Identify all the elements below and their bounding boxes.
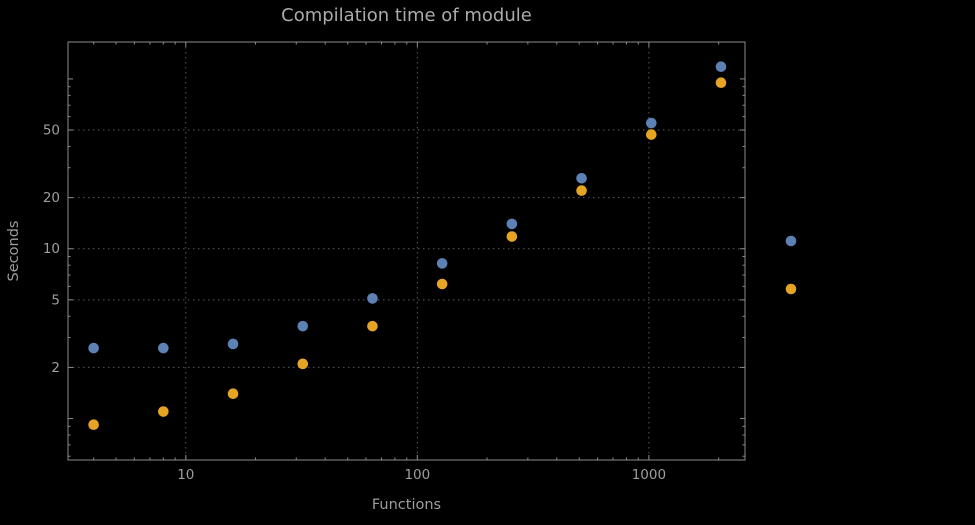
- data-point-orange: [576, 185, 587, 196]
- data-point-orange: [715, 77, 727, 89]
- data-point-blue: [715, 61, 727, 73]
- data-point-orange: [367, 320, 378, 332]
- data-point-blue: [158, 342, 169, 354]
- y-tick-label: 5: [51, 292, 60, 308]
- data-point-blue: [297, 320, 309, 332]
- y-tick-label: 10: [43, 241, 60, 257]
- data-point-orange: [88, 419, 99, 430]
- data-point-orange: [158, 406, 169, 417]
- legend-marker-orange: [785, 283, 797, 295]
- x-tick-label: 10: [177, 467, 194, 483]
- data-point-blue: [367, 293, 378, 304]
- y-tick-label: 2: [51, 360, 60, 376]
- data-point-blue: [576, 172, 587, 184]
- data-point-orange: [227, 388, 239, 400]
- y-tick-label: 20: [43, 190, 60, 206]
- plot-frame: [67, 41, 746, 461]
- data-point-orange: [436, 278, 448, 290]
- y-axis-label: Seconds: [6, 220, 22, 282]
- x-axis-label: Functions: [371, 497, 442, 513]
- data-point-blue: [506, 218, 518, 230]
- data-point-blue: [645, 117, 657, 129]
- data-point-orange: [506, 231, 518, 242]
- x-tick-label: 100: [404, 467, 430, 483]
- data-point-blue: [227, 338, 239, 350]
- x-tick-label: 1000: [632, 467, 666, 483]
- chart-title: Compilation time of module: [281, 5, 532, 26]
- data-point-orange: [645, 129, 657, 140]
- y-tick-label: 50: [43, 123, 60, 139]
- legend-marker-blue: [785, 235, 797, 247]
- data-point-blue: [88, 342, 99, 354]
- data-point-blue: [436, 258, 448, 269]
- data-point-orange: [297, 358, 309, 370]
